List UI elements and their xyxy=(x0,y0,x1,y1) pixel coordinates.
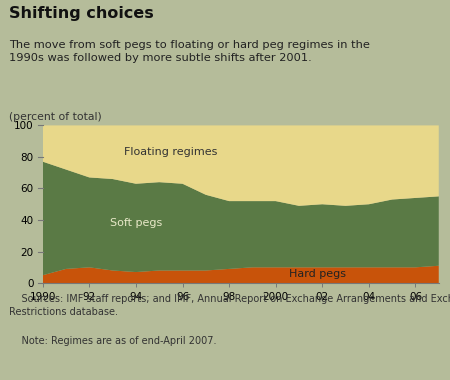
Text: Soft pegs: Soft pegs xyxy=(110,218,162,228)
Text: Note: Regimes are as of end-April 2007.: Note: Regimes are as of end-April 2007. xyxy=(9,336,216,346)
Text: Floating regimes: Floating regimes xyxy=(124,147,217,157)
Text: Hard pegs: Hard pegs xyxy=(289,269,346,279)
Text: The move from soft pegs to floating or hard peg regimes in the
1990s was followe: The move from soft pegs to floating or h… xyxy=(9,40,370,63)
Text: Shifting choices: Shifting choices xyxy=(9,6,154,21)
Text: Sources: IMF staff reports; and IMF, Annual Report on Exchange Arrangements and : Sources: IMF staff reports; and IMF, Ann… xyxy=(9,294,450,317)
Text: (percent of total): (percent of total) xyxy=(9,112,102,122)
